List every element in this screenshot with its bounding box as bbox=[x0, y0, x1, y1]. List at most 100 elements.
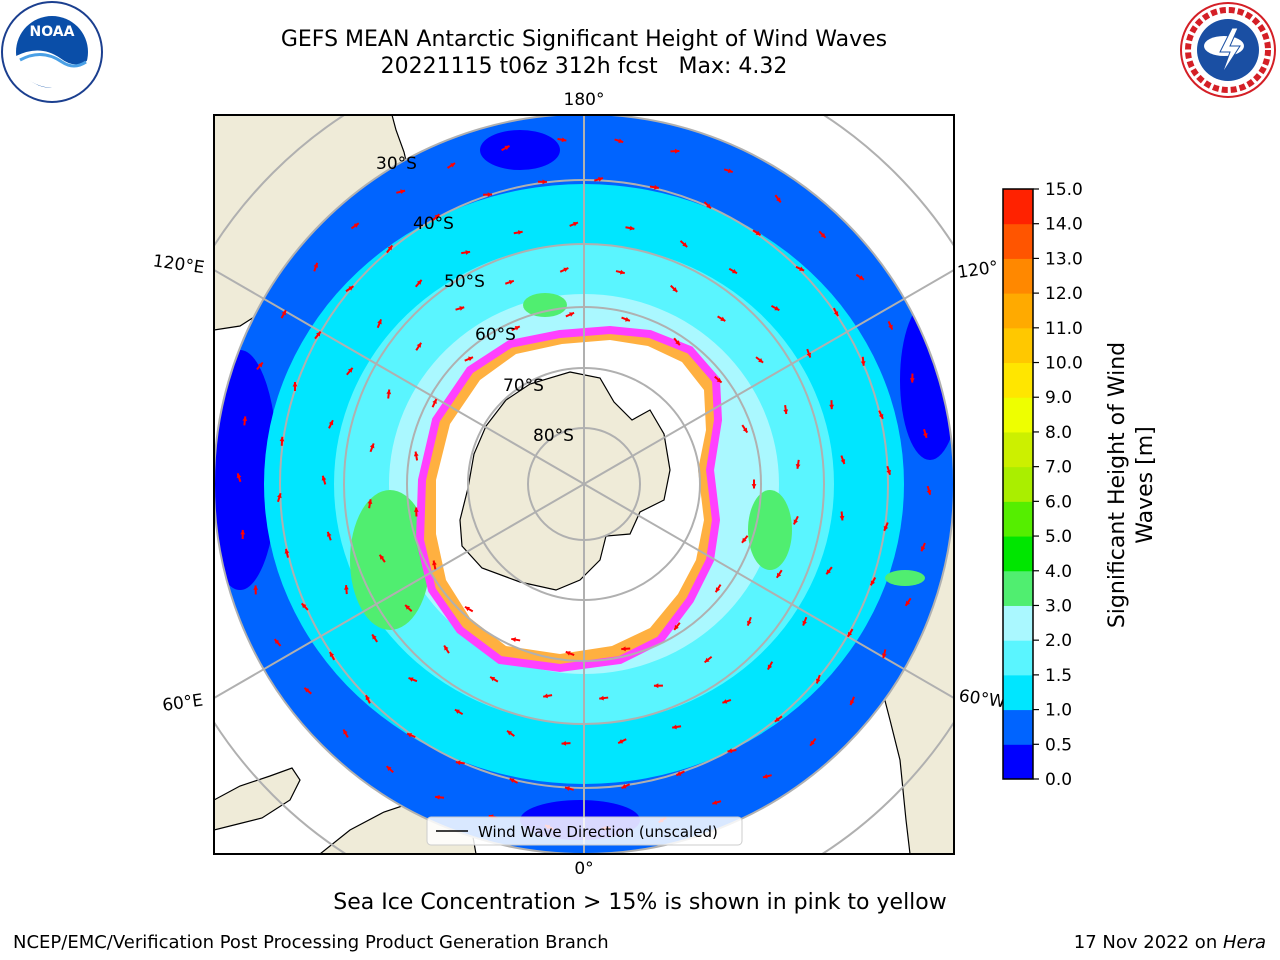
colorbar-tick-label: 14.0 bbox=[1045, 215, 1083, 235]
lat-label-70s: 70°S bbox=[503, 376, 544, 396]
wave-arrow-head bbox=[802, 620, 807, 626]
colorbar-tick-label: 13.0 bbox=[1045, 249, 1083, 269]
wave-arrow-head bbox=[274, 639, 280, 645]
wave-arrow-head bbox=[747, 620, 752, 626]
wave-arrow-head bbox=[712, 800, 718, 805]
wave-arrow-head bbox=[561, 137, 567, 143]
wave-arrow-head bbox=[347, 367, 353, 373]
wave-arrow-head bbox=[321, 475, 327, 481]
wave-arrow-head bbox=[328, 420, 334, 426]
wave-arrow-head bbox=[432, 560, 437, 566]
wave-arrow-head bbox=[563, 267, 569, 273]
wave-arrow-head bbox=[654, 184, 659, 190]
wave-arrow-head bbox=[870, 580, 876, 586]
wave-arrow-head bbox=[377, 319, 382, 325]
wave-arrow-head bbox=[783, 409, 789, 415]
wave-arrow-head bbox=[826, 569, 831, 575]
wave-arrow-head bbox=[432, 399, 437, 405]
wave-arrow-head bbox=[675, 340, 680, 346]
wave-arrow-head bbox=[329, 651, 335, 657]
wave-arrow-head bbox=[348, 286, 354, 291]
wave-arrow-head bbox=[751, 484, 757, 489]
colorbar-label-line1: Significant Height of Wind bbox=[1105, 342, 1130, 628]
colorbar-tick-label: 8.0 bbox=[1045, 423, 1072, 443]
wave-arrow-head bbox=[573, 221, 578, 227]
colorbar-tick-label: 11.0 bbox=[1045, 319, 1083, 339]
map-frame bbox=[213, 114, 955, 855]
colorbar-tick-label: 10.0 bbox=[1045, 354, 1083, 374]
lat-label-60s: 60°S bbox=[475, 325, 516, 345]
footer-host: Hera bbox=[1222, 932, 1266, 953]
lat-label-40s: 40°S bbox=[413, 214, 454, 234]
wave-arrow-head bbox=[704, 657, 710, 663]
wave-arrow-head bbox=[674, 148, 680, 154]
lon-label-bottom: 0° bbox=[574, 859, 593, 879]
colorbar-segment bbox=[1003, 327, 1033, 364]
colorbar-tick-label: 2.0 bbox=[1045, 631, 1072, 651]
wave-arrow-head bbox=[722, 699, 728, 704]
wave-arrow-head bbox=[284, 548, 290, 554]
wave-arrow-head bbox=[810, 740, 815, 746]
wave-arrow-head bbox=[909, 378, 915, 383]
wave-arrow-head bbox=[618, 138, 624, 144]
colorbar-segment bbox=[1003, 223, 1033, 259]
wave-arrow-head bbox=[454, 709, 460, 714]
colorbar-ticks: 0.0 0.5 1.0 1.5 2.0 3.0 4.0 5.0 6.0 7.0 8.0 9.0 10.0… bbox=[1033, 180, 1083, 790]
wave-arrow-head bbox=[561, 740, 567, 746]
wave-arrow-head bbox=[755, 230, 761, 236]
wave-arrow-head bbox=[242, 416, 248, 422]
wave-arrow-head bbox=[413, 451, 419, 457]
wave-arrow-head bbox=[313, 262, 319, 268]
wave-arrow-head bbox=[860, 361, 866, 366]
wave-arrow-head bbox=[468, 356, 474, 362]
wave-arrow-head bbox=[619, 269, 625, 275]
wave-arrow-head bbox=[514, 326, 520, 331]
wave-arrow-head bbox=[367, 499, 373, 505]
wave-arrow-head bbox=[767, 664, 773, 670]
wave-arrow-head bbox=[301, 603, 307, 609]
colorbar-tick-label: 9.0 bbox=[1045, 388, 1072, 408]
noaa-logo-text: NOAA bbox=[30, 24, 75, 40]
wave-arrow-head bbox=[504, 145, 510, 151]
wave-arrow-head bbox=[508, 279, 514, 285]
wave-arrow-head bbox=[326, 531, 332, 537]
wave-arrow-head bbox=[416, 279, 422, 285]
wave-arrow-head bbox=[674, 624, 679, 630]
wave-arrow-head bbox=[542, 179, 547, 185]
wave-arrow-head bbox=[926, 489, 932, 495]
wave-arrow-head bbox=[795, 464, 801, 469]
wave-arrow-head bbox=[387, 245, 393, 251]
wave-arrow-head bbox=[840, 459, 846, 465]
footer-credit: NCEP/EMC/Verification Post Processing Pr… bbox=[13, 932, 609, 953]
wave-arrow-head bbox=[920, 546, 926, 552]
wave-arrow-head bbox=[279, 436, 285, 442]
wave-arrow-head bbox=[490, 676, 496, 682]
wave-arrow-head bbox=[888, 324, 893, 330]
wave-arrow-head bbox=[847, 631, 853, 637]
wave-arrow-head bbox=[258, 362, 263, 368]
colorbar-segment bbox=[1003, 258, 1033, 294]
wave-arrow-head bbox=[758, 358, 764, 363]
wave-arrow-head bbox=[742, 427, 748, 433]
wave-arrow-head bbox=[881, 653, 887, 659]
wave-arrow-head bbox=[858, 275, 864, 280]
wave-arrow-head bbox=[487, 192, 493, 198]
noaa-logo: NOAA bbox=[1, 1, 103, 103]
wave-arrow-head bbox=[253, 585, 259, 590]
colorbar-tick-label: 4.0 bbox=[1045, 562, 1072, 582]
wave-arrow-head bbox=[509, 778, 515, 783]
colorbar-tick-label: 5.0 bbox=[1045, 527, 1072, 547]
wave-arrow-head bbox=[343, 729, 348, 735]
colorbar-tick-label: 15.0 bbox=[1045, 180, 1083, 200]
wave-arrow-head bbox=[304, 687, 310, 693]
wave-arrow-head bbox=[905, 600, 911, 606]
wave-arrow-head bbox=[413, 507, 419, 512]
lon-label-upper-right: 120° bbox=[956, 258, 999, 284]
wave-arrow-head bbox=[365, 695, 371, 701]
wave-arrow-head bbox=[850, 700, 855, 706]
colorbar-segment bbox=[1003, 536, 1033, 572]
wave-arrow-head bbox=[682, 242, 688, 247]
sea-ice-caption: Sea Ice Concentration > 15% is shown in … bbox=[333, 890, 947, 915]
wave-arrow-head bbox=[720, 316, 726, 322]
